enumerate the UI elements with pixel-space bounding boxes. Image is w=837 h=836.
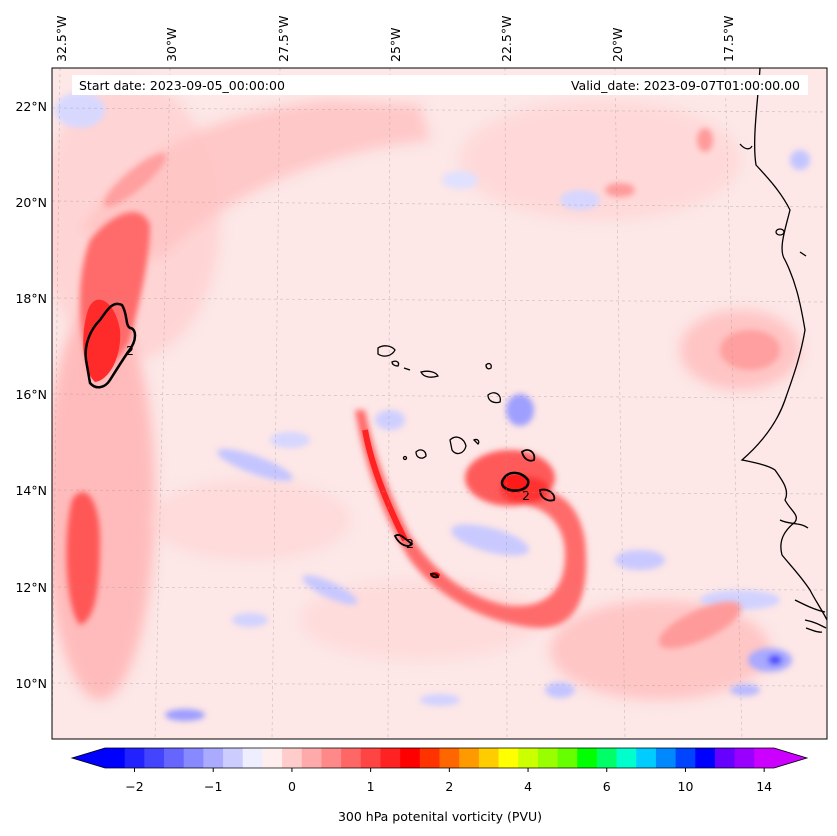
colorbar-swatch — [341, 748, 362, 768]
lat-label: 20°N — [15, 195, 47, 210]
cape-verde-islands — [377, 345, 501, 461]
colorbar-swatch — [675, 748, 696, 768]
colorbar: −2 −1 0 1 2 4 6 10 14 300 hPa potenital vorticit… — [70, 747, 809, 824]
colorbar-swatch — [262, 748, 283, 768]
coastline — [739, 68, 827, 633]
colorbar-swatch — [695, 748, 716, 768]
lon-label: 22.5°W — [499, 16, 514, 62]
colorbar-swatch — [557, 748, 578, 768]
lon-label: 25°W — [388, 27, 403, 62]
pv-field-low — [52, 80, 800, 700]
map-panel: 2 2 2 — [52, 68, 827, 739]
lon-label: 20°W — [610, 27, 625, 62]
colorbar-swatch — [754, 748, 775, 768]
colorbar-swatch — [655, 748, 677, 768]
colorbar-tick-label: 0 — [288, 779, 296, 794]
colorbar-swatch — [105, 748, 126, 768]
colorbar-swatch — [478, 748, 499, 768]
colorbar-swatch — [321, 748, 342, 768]
colorbar-swatch — [144, 748, 165, 768]
start-date-label: Start date: 2023-09-05_00:00:00 — [79, 78, 285, 93]
colorbar-swatch — [518, 748, 539, 768]
lat-label: 18°N — [15, 291, 47, 306]
lat-label: 22°N — [15, 99, 47, 114]
colorbar-swatch — [498, 748, 519, 768]
colorbar-swatches — [105, 748, 775, 768]
colorbar-swatch — [360, 748, 381, 768]
info-box — [72, 75, 808, 95]
colorbar-swatch — [282, 748, 303, 768]
colorbar-swatch — [124, 748, 145, 768]
colorbar-ticks: −2 −1 0 1 2 4 6 10 14 — [125, 768, 772, 794]
lon-label: 30°W — [164, 27, 179, 62]
colorbar-title: 300 hPa potenital vorticity (PVU) — [338, 809, 542, 824]
colorbar-swatch — [734, 748, 755, 768]
lon-label: 17.5°W — [721, 16, 736, 62]
colorbar-max-extend — [774, 748, 807, 768]
colorbar-tick-label: −1 — [204, 779, 222, 794]
valid-date-label: Valid_date: 2023-09-07T01:00:00.00 — [571, 78, 800, 93]
colorbar-tick-label: 1 — [367, 779, 375, 794]
graticule — [52, 68, 827, 739]
colorbar-tick-label: 6 — [603, 779, 611, 794]
colorbar-min-extend — [72, 748, 105, 768]
colorbar-tick-label: 10 — [678, 779, 694, 794]
colorbar-swatch — [380, 748, 401, 768]
colorbar-swatch — [419, 748, 440, 768]
lat-label: 12°N — [15, 580, 47, 595]
lat-label: 16°N — [15, 387, 47, 402]
colorbar-swatch — [301, 748, 322, 768]
pv-field-core — [83, 299, 529, 578]
lon-label: 27.5°W — [276, 16, 291, 62]
colorbar-tick-label: 2 — [445, 779, 453, 794]
contour-label: 2 — [126, 343, 134, 358]
lon-label: 32.5°W — [54, 16, 69, 62]
colorbar-swatch — [203, 748, 224, 768]
colorbar-swatch — [400, 748, 421, 768]
colorbar-tick-label: −2 — [125, 779, 143, 794]
map-frame — [51, 67, 828, 740]
contour-label: 2 — [522, 488, 530, 503]
lat-label: 14°N — [15, 483, 47, 498]
pv-contour-2 — [84, 302, 556, 579]
pv-field-negative — [55, 92, 810, 721]
contour-label: 2 — [406, 536, 414, 551]
colorbar-swatch — [714, 748, 736, 768]
colorbar-tick-label: 4 — [524, 779, 532, 794]
colorbar-swatch — [537, 748, 558, 768]
colorbar-swatch — [242, 748, 263, 768]
colorbar-swatch — [223, 748, 244, 768]
longitude-labels: 32.5°W 30°W 27.5°W 25°W 22.5°W 20°W 17.5… — [54, 16, 736, 62]
colorbar-swatch — [459, 748, 480, 768]
lat-label: 10°N — [15, 676, 47, 691]
colorbar-swatch — [183, 748, 204, 768]
latitude-labels: 22°N 20°N 18°N 16°N 14°N 12°N 10°N — [15, 99, 47, 691]
colorbar-tick-label: 14 — [756, 779, 772, 794]
colorbar-swatch — [636, 748, 657, 768]
colorbar-swatch — [164, 748, 185, 768]
colorbar-swatch — [596, 748, 617, 768]
colorbar-swatch — [439, 748, 460, 768]
colorbar-swatch — [577, 748, 598, 768]
colorbar-swatch — [616, 748, 637, 768]
colorbar-outline — [70, 747, 809, 769]
